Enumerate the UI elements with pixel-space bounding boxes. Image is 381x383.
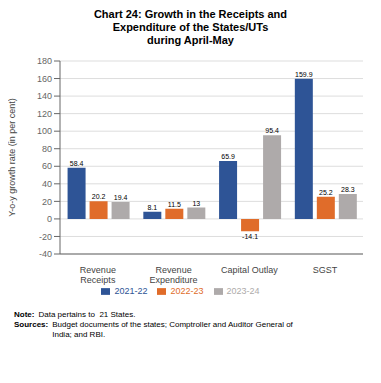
svg-text:25.2: 25.2	[319, 189, 333, 196]
svg-text:Y-o-y growth rate (in per cent: Y-o-y growth rate (in per cent)	[8, 98, 17, 217]
svg-text:20.2: 20.2	[92, 193, 106, 200]
svg-text:RevenueReceipts: RevenueReceipts	[80, 265, 116, 285]
svg-text:100: 100	[37, 126, 52, 136]
svg-text:60: 60	[42, 161, 52, 171]
svg-text:180: 180	[37, 56, 52, 66]
svg-text:11.5: 11.5	[168, 201, 181, 208]
svg-text:140: 140	[37, 91, 52, 101]
svg-text:160: 160	[37, 74, 52, 84]
svg-text:20: 20	[42, 197, 52, 207]
html-text:Note: Data pertains to 21 Stat: Note: Data pertains to 21 States.	[14, 310, 136, 319]
html-text:2023-24: 2023-24	[226, 286, 260, 296]
svg-text:19.4: 19.4	[114, 194, 128, 201]
svg-text:Capital Outlay: Capital Outlay	[221, 265, 278, 275]
svg-text:SGST: SGST	[313, 265, 338, 275]
html-text:2022-23: 2022-23	[170, 286, 204, 296]
svg-text:28.3: 28.3	[341, 186, 355, 193]
svg-text:95.4: 95.4	[265, 127, 279, 134]
svg-text:-14.1: -14.1	[242, 233, 258, 240]
svg-text:40: 40	[42, 179, 52, 189]
svg-text:120: 120	[37, 109, 52, 119]
svg-text:-20: -20	[39, 232, 52, 242]
svg-text:80: 80	[42, 144, 52, 154]
svg-text:58.4: 58.4	[70, 160, 84, 167]
svg-text:8.1: 8.1	[147, 204, 157, 211]
svg-text:RevenueExpenditure: RevenueExpenditure	[150, 265, 198, 285]
svg-text:13: 13	[192, 200, 200, 207]
html-text:2021-22: 2021-22	[114, 286, 148, 296]
svg-text:65.9: 65.9	[221, 153, 235, 160]
svg-text:-40: -40	[39, 249, 52, 259]
svg-text:159.9: 159.9	[295, 71, 313, 78]
html-text:Chart 24: Growth in the Receip: Chart 24: Growth in the Receipts and Exp…	[93, 8, 288, 46]
html-text:Sources: Budget documents of t: Sources: Budget documents of the states;…	[14, 320, 293, 339]
svg-text:0: 0	[47, 214, 52, 224]
